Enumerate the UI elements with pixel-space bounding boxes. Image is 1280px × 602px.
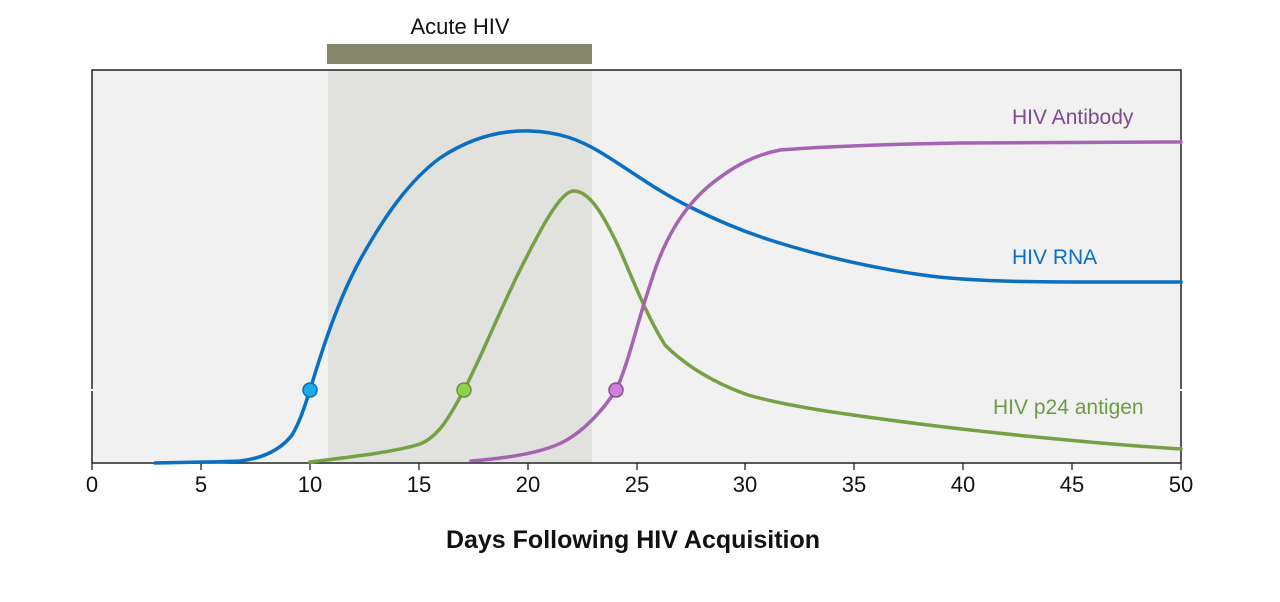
x-axis bbox=[91, 463, 1182, 470]
series-label-rna: HIV RNA bbox=[1012, 246, 1098, 269]
plot-area bbox=[92, 70, 1181, 463]
acute-hiv-region bbox=[328, 70, 592, 463]
hiv-antibody-line bbox=[469, 140, 1183, 463]
hiv-rna-line bbox=[153, 129, 1183, 465]
x-tick-label: 50 bbox=[1168, 472, 1194, 497]
acute-hiv-bar bbox=[327, 44, 592, 64]
hiv-rna-detection-marker bbox=[302, 382, 318, 398]
series-label-p24: HIV p24 antigen bbox=[993, 396, 1144, 419]
x-tick-label: 15 bbox=[406, 472, 432, 497]
x-tick-label: 5 bbox=[194, 472, 208, 497]
x-tick-label: 30 bbox=[732, 472, 758, 497]
acute-hiv-label: Acute HIV bbox=[410, 14, 510, 39]
x-tick-label: 10 bbox=[297, 472, 323, 497]
x-tick-label: 20 bbox=[515, 472, 541, 497]
x-tick-label: 35 bbox=[841, 472, 867, 497]
hiv-p24-detection-marker bbox=[456, 382, 472, 398]
x-tick-label: 25 bbox=[624, 472, 650, 497]
x-axis-title: Days Following HIV Acquisition bbox=[445, 526, 821, 554]
hiv-antibody-detection-marker bbox=[608, 382, 624, 398]
x-tick-label: 40 bbox=[950, 472, 976, 497]
x-tick-label: 45 bbox=[1059, 472, 1085, 497]
series-label-antibody: HIV Antibody bbox=[1012, 106, 1134, 129]
hiv-p24-line bbox=[308, 189, 1183, 464]
x-tick-label: 0 bbox=[85, 472, 99, 497]
